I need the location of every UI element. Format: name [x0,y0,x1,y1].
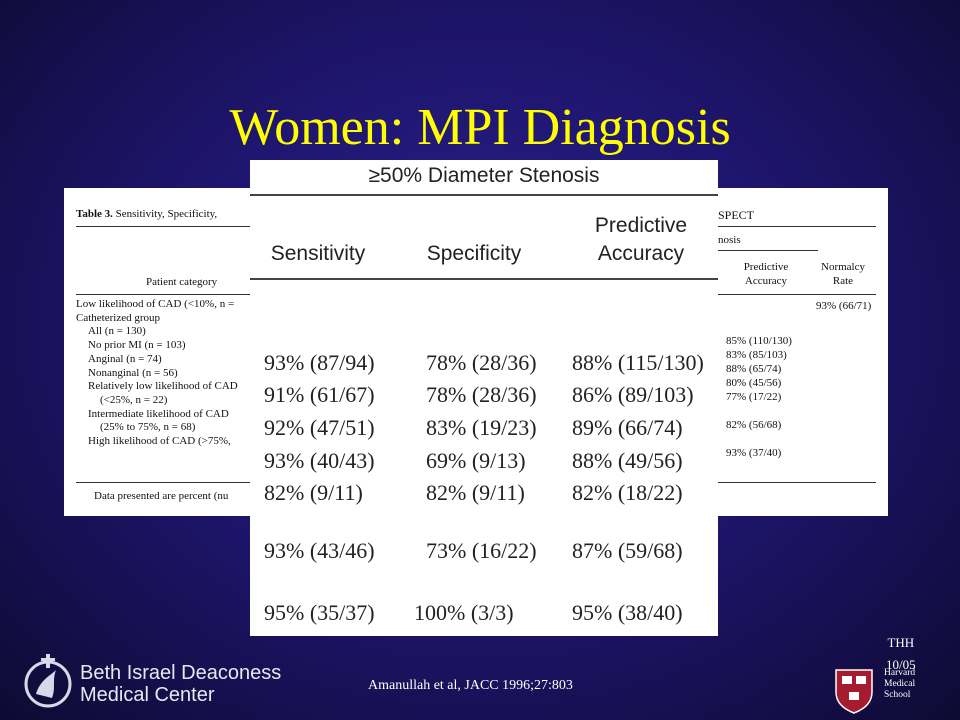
table-cell: 82% (18/22) [572,480,683,505]
list-item: Anginal (n = 74) [88,352,162,365]
list-item: High likelihood of CAD (>75%, [88,435,231,448]
school-line: School [884,690,911,700]
table-cell: 100% (3/3) [414,600,514,625]
list-item: (25% to 75%, n = 68) [100,421,196,434]
list-item: (<25%, n = 22) [100,393,168,406]
table-cell: 87% (59/68) [572,538,683,563]
table-cell: 82% (9/11) [426,480,525,505]
list-item: Relatively low likelihood of CAD [88,380,238,393]
table-cell: 92% (47/51) [264,415,375,440]
table-rule [250,194,718,196]
specificity-header: Specificity [426,242,522,265]
table-cell: 78% (28/36) [426,382,537,407]
school-line: Harvard [884,668,916,678]
list-item: Low likelihood of CAD (<10%, n = [76,298,235,310]
list-item: No prior MI (n = 103) [88,339,186,352]
author-date: THH 10/05 [886,632,916,676]
table-caption-text: Sensitivity, Specificity, [115,208,218,220]
school-name: Harvard Medical School [884,668,915,701]
list-item: 83% (85/103) [726,349,787,361]
table-rule [76,226,262,227]
table-rule [718,250,818,251]
patient-category-header: Patient category [146,276,218,288]
header-line: Predictive [743,261,789,273]
author-initials: THH [887,635,915,650]
table-cell: 82% (9/11) [264,480,363,505]
table-cell: 83% (19/23) [426,415,537,440]
header-line: Accuracy [744,275,788,287]
table-cell: 69% (9/13) [426,448,526,473]
table-rule [250,278,718,280]
table-caption: Table 3. Sensitivity, Specificity, [76,208,217,220]
school-line: Medical [884,679,916,689]
stenosis-title: ≥50% Diameter Stenosis [368,164,600,187]
zoomed-table: ≥50% Diameter Stenosis Sensitivity Speci… [250,160,718,636]
list-item: 88% (65/74) [726,363,782,375]
list-item: 85% (110/130) [726,335,792,347]
header-line: Normalcy [821,261,865,273]
table-cell: 78% (28/36) [426,350,537,375]
table-cell: 95% (35/37) [264,600,375,625]
predictive-accuracy-header: Predictive Accuracy [736,260,796,288]
table-cell: 88% (115/130) [572,350,704,375]
list-item [726,432,792,446]
table-rule [718,482,876,483]
normalcy-rate-header: Normalcy Rate [818,260,868,288]
spect-caption: SPECT [718,208,755,222]
table-cell: 86% (89/103) [572,382,694,407]
table-rule [76,294,262,295]
table-cell: 73% (16/22) [426,538,537,563]
stenosis-subheader: nosis [718,234,741,246]
list-item: All (n = 130) [88,325,146,338]
header-line: Predictive [594,214,688,237]
table-footnote: Data presented are percent (nu [94,490,229,502]
institution-line: Medical Center [80,684,215,706]
list-item: 82% (56/68) [726,419,782,431]
institution-name: Beth Israel Deaconess Medical Center [80,662,281,706]
list-item: 77% (17/22) [726,391,782,403]
citation: Amanullah et al, JACC 1996;27:803 [368,678,573,693]
list-item [726,404,792,418]
predictive-accuracy-values: 85% (110/130) 83% (85/103) 88% (65/74) 8… [726,334,792,460]
table-cell: 95% (38/40) [572,600,683,625]
slide-title: Women: MPI Diagnosis [229,99,731,156]
list-item: Nonanginal (n = 56) [88,366,178,379]
table-cell: 93% (43/46) [264,538,375,563]
table-cell: 93% (87/94) [264,350,375,375]
bidmc-logo-icon [22,650,74,717]
harvard-shield-icon [834,668,874,719]
predictive-accuracy-header: Predictive Accuracy [576,212,706,268]
table-cell: 91% (61/67) [264,382,375,407]
table-rule [718,226,876,227]
header-line: Accuracy [597,242,685,265]
table-caption-number: Table 3. [76,208,113,220]
table-cell: 89% (66/74) [572,415,683,440]
sensitivity-header: Sensitivity [270,242,366,265]
header-line: Rate [832,275,854,287]
normalcy-rate-value: 93% (66/71) [816,300,872,312]
table-rule [718,294,876,295]
table-cell: 88% (49/56) [572,448,683,473]
list-item: Catheterized group [76,311,160,324]
slide-date: 10/05 [886,657,916,672]
list-item: Intermediate likelihood of CAD [88,407,229,420]
table-cell: 93% (40/43) [264,448,375,473]
list-item: 93% (37/40) [726,447,782,459]
list-item: 80% (45/56) [726,377,782,389]
table-rule [76,482,262,483]
institution-line: Beth Israel Deaconess [80,662,282,684]
patient-category-list: Low likelihood of CAD (<10%, n = Cathete… [76,298,238,449]
